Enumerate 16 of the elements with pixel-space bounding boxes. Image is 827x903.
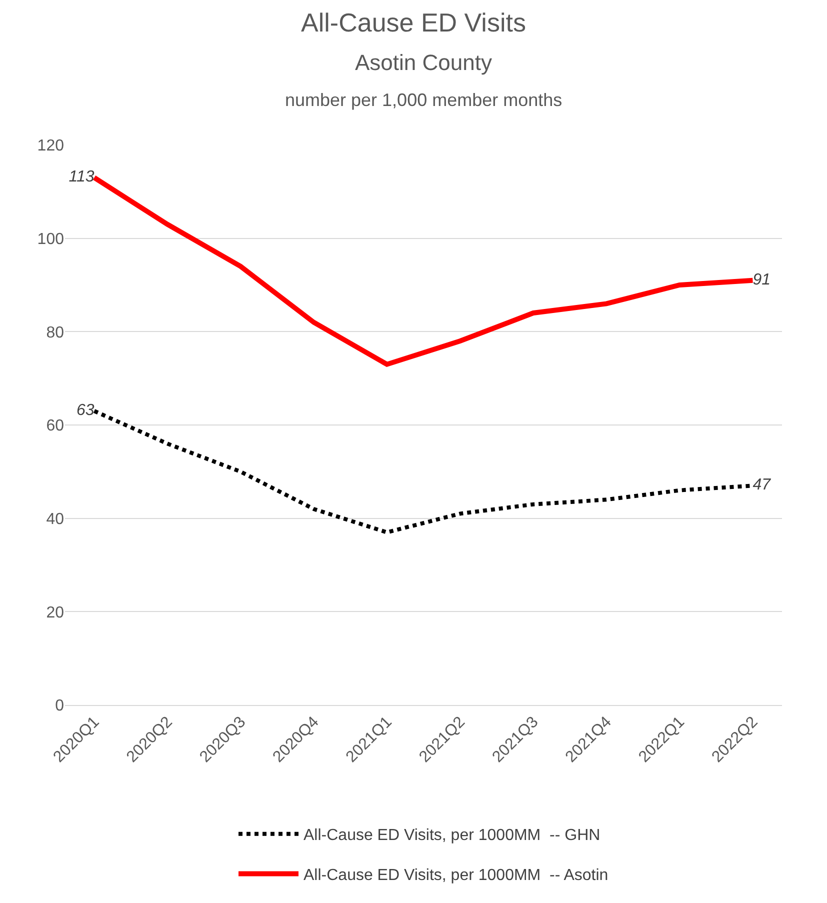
data-label: 113 [68, 168, 94, 186]
y-tick-label: 80 [46, 324, 64, 342]
chart-subtitle: Asotin County [355, 50, 492, 75]
data-label: 91 [752, 271, 771, 288]
data-label: 63 [76, 402, 94, 419]
y-tick-label: 40 [46, 510, 64, 528]
y-tick-label: 0 [55, 698, 64, 715]
y-tick-label: 20 [46, 604, 64, 622]
data-label: 47 [752, 476, 772, 494]
legend-label: All-Cause ED Visits, per 1000MM -- Asotin [304, 866, 608, 884]
text: number per 1,000 member months [285, 90, 562, 110]
legend-label: All-Cause ED Visits, per 1000MM -- GHN [304, 827, 600, 844]
y-tick-label: 60 [46, 418, 64, 435]
y-tick-label: 120 [37, 138, 64, 155]
chart-title: All-Cause ED Visits [301, 8, 526, 38]
y-tick-label: 100 [37, 230, 64, 248]
